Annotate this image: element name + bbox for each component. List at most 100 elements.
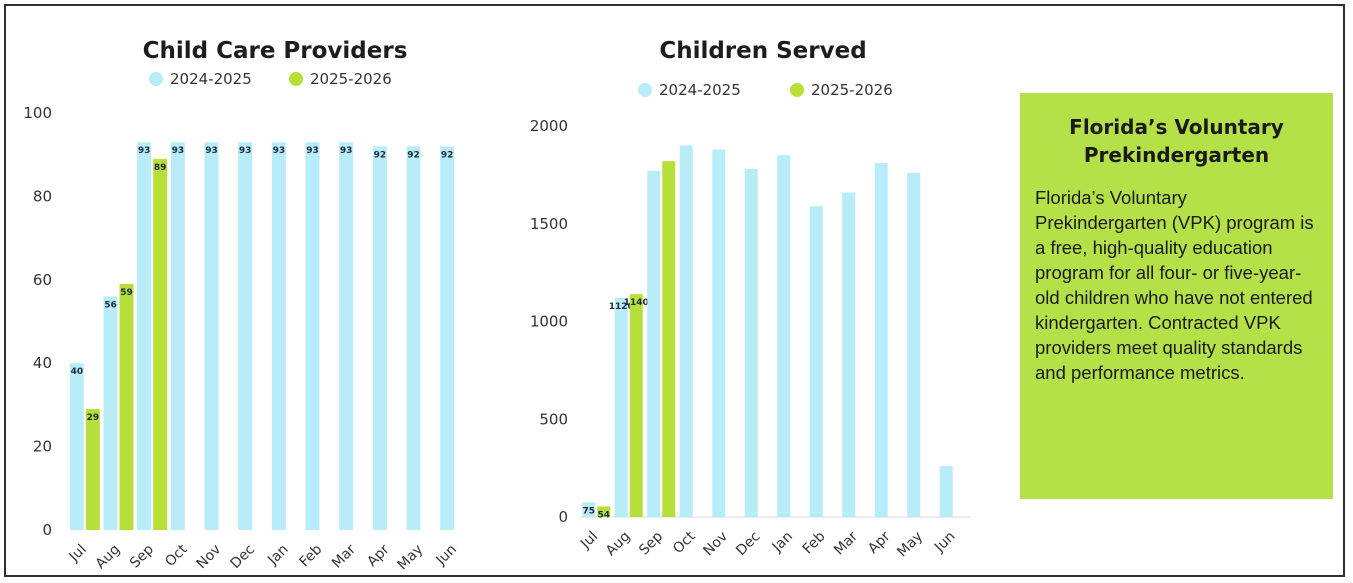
legend-marker-1 <box>289 72 303 86</box>
bar-2025-2026-Jul <box>85 409 100 530</box>
info-title: Florida’s Voluntary Prekindergarten <box>1069 115 1284 167</box>
bar-2024-2025-Nov <box>712 149 726 517</box>
bar-2024-2025-May <box>907 172 921 518</box>
x-tick-label: Jun <box>931 529 958 556</box>
chart-1: Child Care Providers 2024-2025 2025-2026 0 2… <box>23 38 460 573</box>
bar-2024-2025-Oct <box>679 145 693 518</box>
bar-2024-2025-Jan <box>777 155 791 517</box>
bar-2024-2025-Sep <box>137 142 152 530</box>
x-tick-label: Jan <box>264 542 291 569</box>
bar-2024-2025-Mar <box>339 142 354 530</box>
x-tick-label: Nov <box>194 542 225 573</box>
y-tick-label: 1500 <box>530 215 568 233</box>
data-label: 92 <box>407 150 420 160</box>
x-tick-label: May <box>894 529 926 561</box>
x-tick-label: Oct <box>670 528 699 557</box>
y-tick-label: 0 <box>42 521 52 539</box>
data-label: 1140 <box>624 298 649 308</box>
bar-2025-2026-Jul <box>597 506 611 517</box>
bar-2024-2025-May <box>406 146 421 531</box>
legend-marker-0 <box>149 72 163 86</box>
bar-2025-2026-Aug <box>629 294 643 517</box>
chart-title: Children Served <box>659 38 866 64</box>
legend-label-1: 2025-2026 <box>811 81 893 99</box>
legend-label-1: 2025-2026 <box>310 70 392 88</box>
data-label: 93 <box>138 146 151 156</box>
bar-2024-2025-Aug <box>103 296 118 530</box>
y-tick-label: 1000 <box>530 313 568 331</box>
x-tick-label: Aug <box>603 529 634 560</box>
data-label: 93 <box>172 146 185 156</box>
bar-2024-2025-Sep <box>647 170 661 517</box>
data-label: 59 <box>120 288 133 298</box>
y-tick-label: 80 <box>33 187 52 205</box>
x-tick-label: Jul <box>577 529 601 553</box>
x-tick-label: Jan <box>769 529 796 556</box>
bar-2025-2026-Aug <box>119 283 134 530</box>
info-box: Florida’s Voluntary Prekindergarten Flor… <box>1020 93 1333 499</box>
bar-2024-2025-Jun <box>440 146 455 531</box>
x-tick-label: Apr <box>364 541 393 570</box>
x-tick-label: Apr <box>865 528 894 557</box>
bar-2024-2025-Feb <box>809 206 823 517</box>
x-tick-label: Mar <box>831 528 861 558</box>
x-tick-label: Feb <box>296 541 325 570</box>
y-tick-label: 20 <box>33 438 52 456</box>
y-tick-label: 0 <box>558 508 568 526</box>
bar-2024-2025-Mar <box>842 192 856 517</box>
data-label: 1120 <box>609 302 634 312</box>
x-tick-label: Jun <box>433 542 460 569</box>
y-tick-label: 60 <box>33 271 52 289</box>
data-label: 92 <box>441 150 454 160</box>
x-tick-label: Sep <box>127 541 157 571</box>
x-tick-label: Aug <box>93 542 124 573</box>
legend-marker-1 <box>790 83 804 97</box>
y-tick-label: 100 <box>23 104 52 122</box>
bar-2024-2025-Jul <box>69 363 84 530</box>
x-tick-label: Sep <box>636 528 666 558</box>
bar-2024-2025-Jul <box>582 502 596 517</box>
data-label: 93 <box>273 146 286 156</box>
bar-2024-2025-Jun <box>939 466 953 517</box>
bar-2024-2025-Nov <box>204 142 219 530</box>
data-label: 56 <box>104 300 117 310</box>
bar-2024-2025-Oct <box>170 142 185 530</box>
data-label: 89 <box>154 163 167 173</box>
y-tick-label: 500 <box>539 410 568 428</box>
data-label: 93 <box>239 146 252 156</box>
bar-2024-2025-Apr <box>874 163 888 517</box>
bar-2024-2025-Jan <box>271 142 286 530</box>
x-tick-label: Nov <box>700 529 731 560</box>
x-tick-label: May <box>395 542 427 574</box>
legend-label-0: 2024-2025 <box>659 81 741 99</box>
bar-2025-2026-Sep <box>153 158 168 530</box>
x-tick-label: Jul <box>66 542 90 566</box>
bar-2025-2026-Sep <box>662 161 676 517</box>
data-label: 93 <box>205 146 218 156</box>
legend-marker-0 <box>638 83 652 97</box>
chart-2: Children Served 2024-2025 2025-2026 0 500 100… <box>530 38 970 560</box>
y-tick-label: 40 <box>33 354 52 372</box>
bar-2024-2025-Aug <box>614 298 628 517</box>
bar-2024-2025-Dec <box>238 142 253 530</box>
chart-title: Child Care Providers <box>143 38 408 64</box>
x-tick-label: Mar <box>329 541 359 571</box>
data-label: 75 <box>582 506 595 516</box>
x-tick-label: Oct <box>162 541 191 570</box>
data-label: 40 <box>71 367 84 377</box>
data-label: 93 <box>306 146 319 156</box>
data-label: 93 <box>340 146 353 156</box>
data-label: 29 <box>87 413 100 423</box>
bar-2024-2025-Feb <box>305 142 320 530</box>
bar-2024-2025-Apr <box>372 146 387 531</box>
data-label: 54 <box>597 510 610 520</box>
x-tick-label: Feb <box>800 528 829 557</box>
data-label: 92 <box>374 150 387 160</box>
bar-2024-2025-Dec <box>744 169 758 517</box>
legend-label-0: 2024-2025 <box>170 70 252 88</box>
info-body: Florida’s Voluntary Prekindergarten (VPK… <box>1035 187 1314 383</box>
x-tick-label: Dec <box>733 529 763 559</box>
y-tick-label: 2000 <box>530 117 568 135</box>
x-tick-label: Dec <box>228 542 258 572</box>
